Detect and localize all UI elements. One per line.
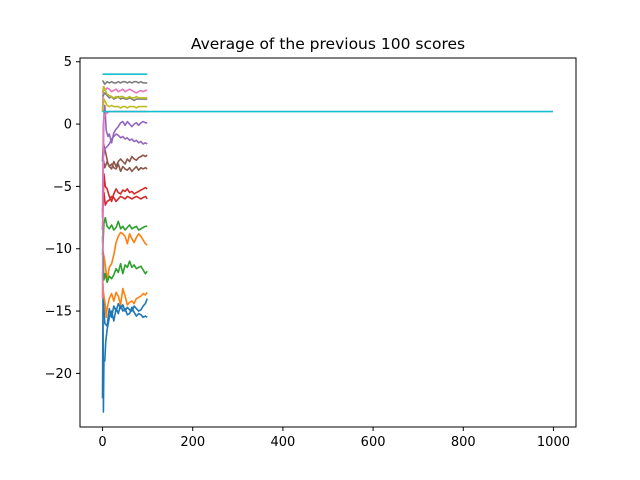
x-tick-label: 800 <box>451 435 476 450</box>
series-line-11 <box>101 104 148 218</box>
series-line-16 <box>101 92 148 102</box>
y-tick-label: −15 <box>45 305 72 320</box>
series-line-18 <box>101 85 148 99</box>
x-tick-label: 0 <box>98 435 106 450</box>
series-line-2 <box>101 292 148 327</box>
y-tick-label: 0 <box>64 118 72 133</box>
series-line-13 <box>101 85 148 112</box>
y-tick-label: 5 <box>64 55 72 70</box>
series-line-6 <box>101 216 148 256</box>
x-tick-label: 200 <box>180 435 205 450</box>
series-line-4 <box>101 231 148 281</box>
x-tick-label: 400 <box>270 435 295 450</box>
series-line-5 <box>101 236 148 284</box>
axes-frame <box>79 57 577 428</box>
series-line-3 <box>101 273 148 319</box>
chart-title: Average of the previous 100 scores <box>191 35 465 53</box>
y-tick-label: −20 <box>45 367 72 382</box>
series-line-7 <box>101 173 148 231</box>
x-tick-label: 600 <box>361 435 386 450</box>
x-axis: 0 200 400 600 800 1000 <box>98 427 570 450</box>
series-line-17 <box>101 98 148 112</box>
y-tick-label: −5 <box>53 180 72 195</box>
y-tick-label: −10 <box>45 242 72 257</box>
series-layer <box>101 73 553 413</box>
series-line-10 <box>101 155 148 173</box>
series-line-15 <box>101 79 148 85</box>
series-line-8 <box>101 191 148 212</box>
x-tick-label: 1000 <box>537 435 570 450</box>
series-line-12 <box>101 133 148 162</box>
y-axis: 5 0 −5 −10 −15 −20 <box>45 55 80 382</box>
